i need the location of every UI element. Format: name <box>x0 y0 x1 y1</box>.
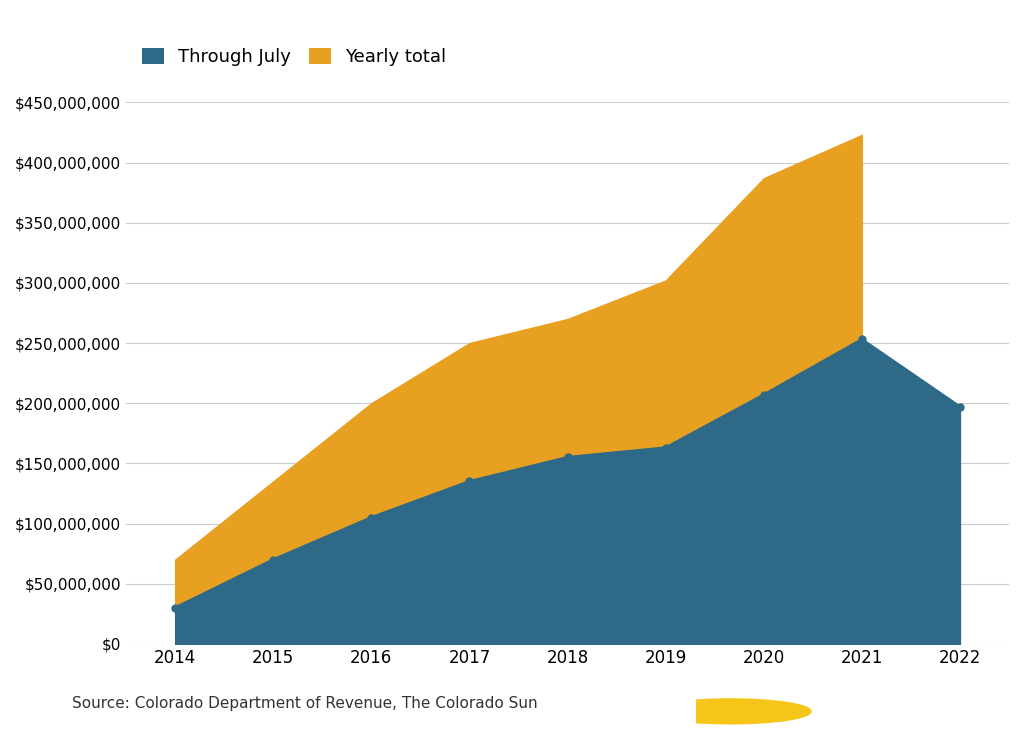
Circle shape <box>650 699 811 724</box>
Text: The Colorado Sun: The Colorado Sun <box>760 704 910 719</box>
Text: Source: Colorado Department of Revenue, The Colorado Sun: Source: Colorado Department of Revenue, … <box>72 696 538 711</box>
Legend: Through July, Yearly total: Through July, Yearly total <box>135 41 454 73</box>
